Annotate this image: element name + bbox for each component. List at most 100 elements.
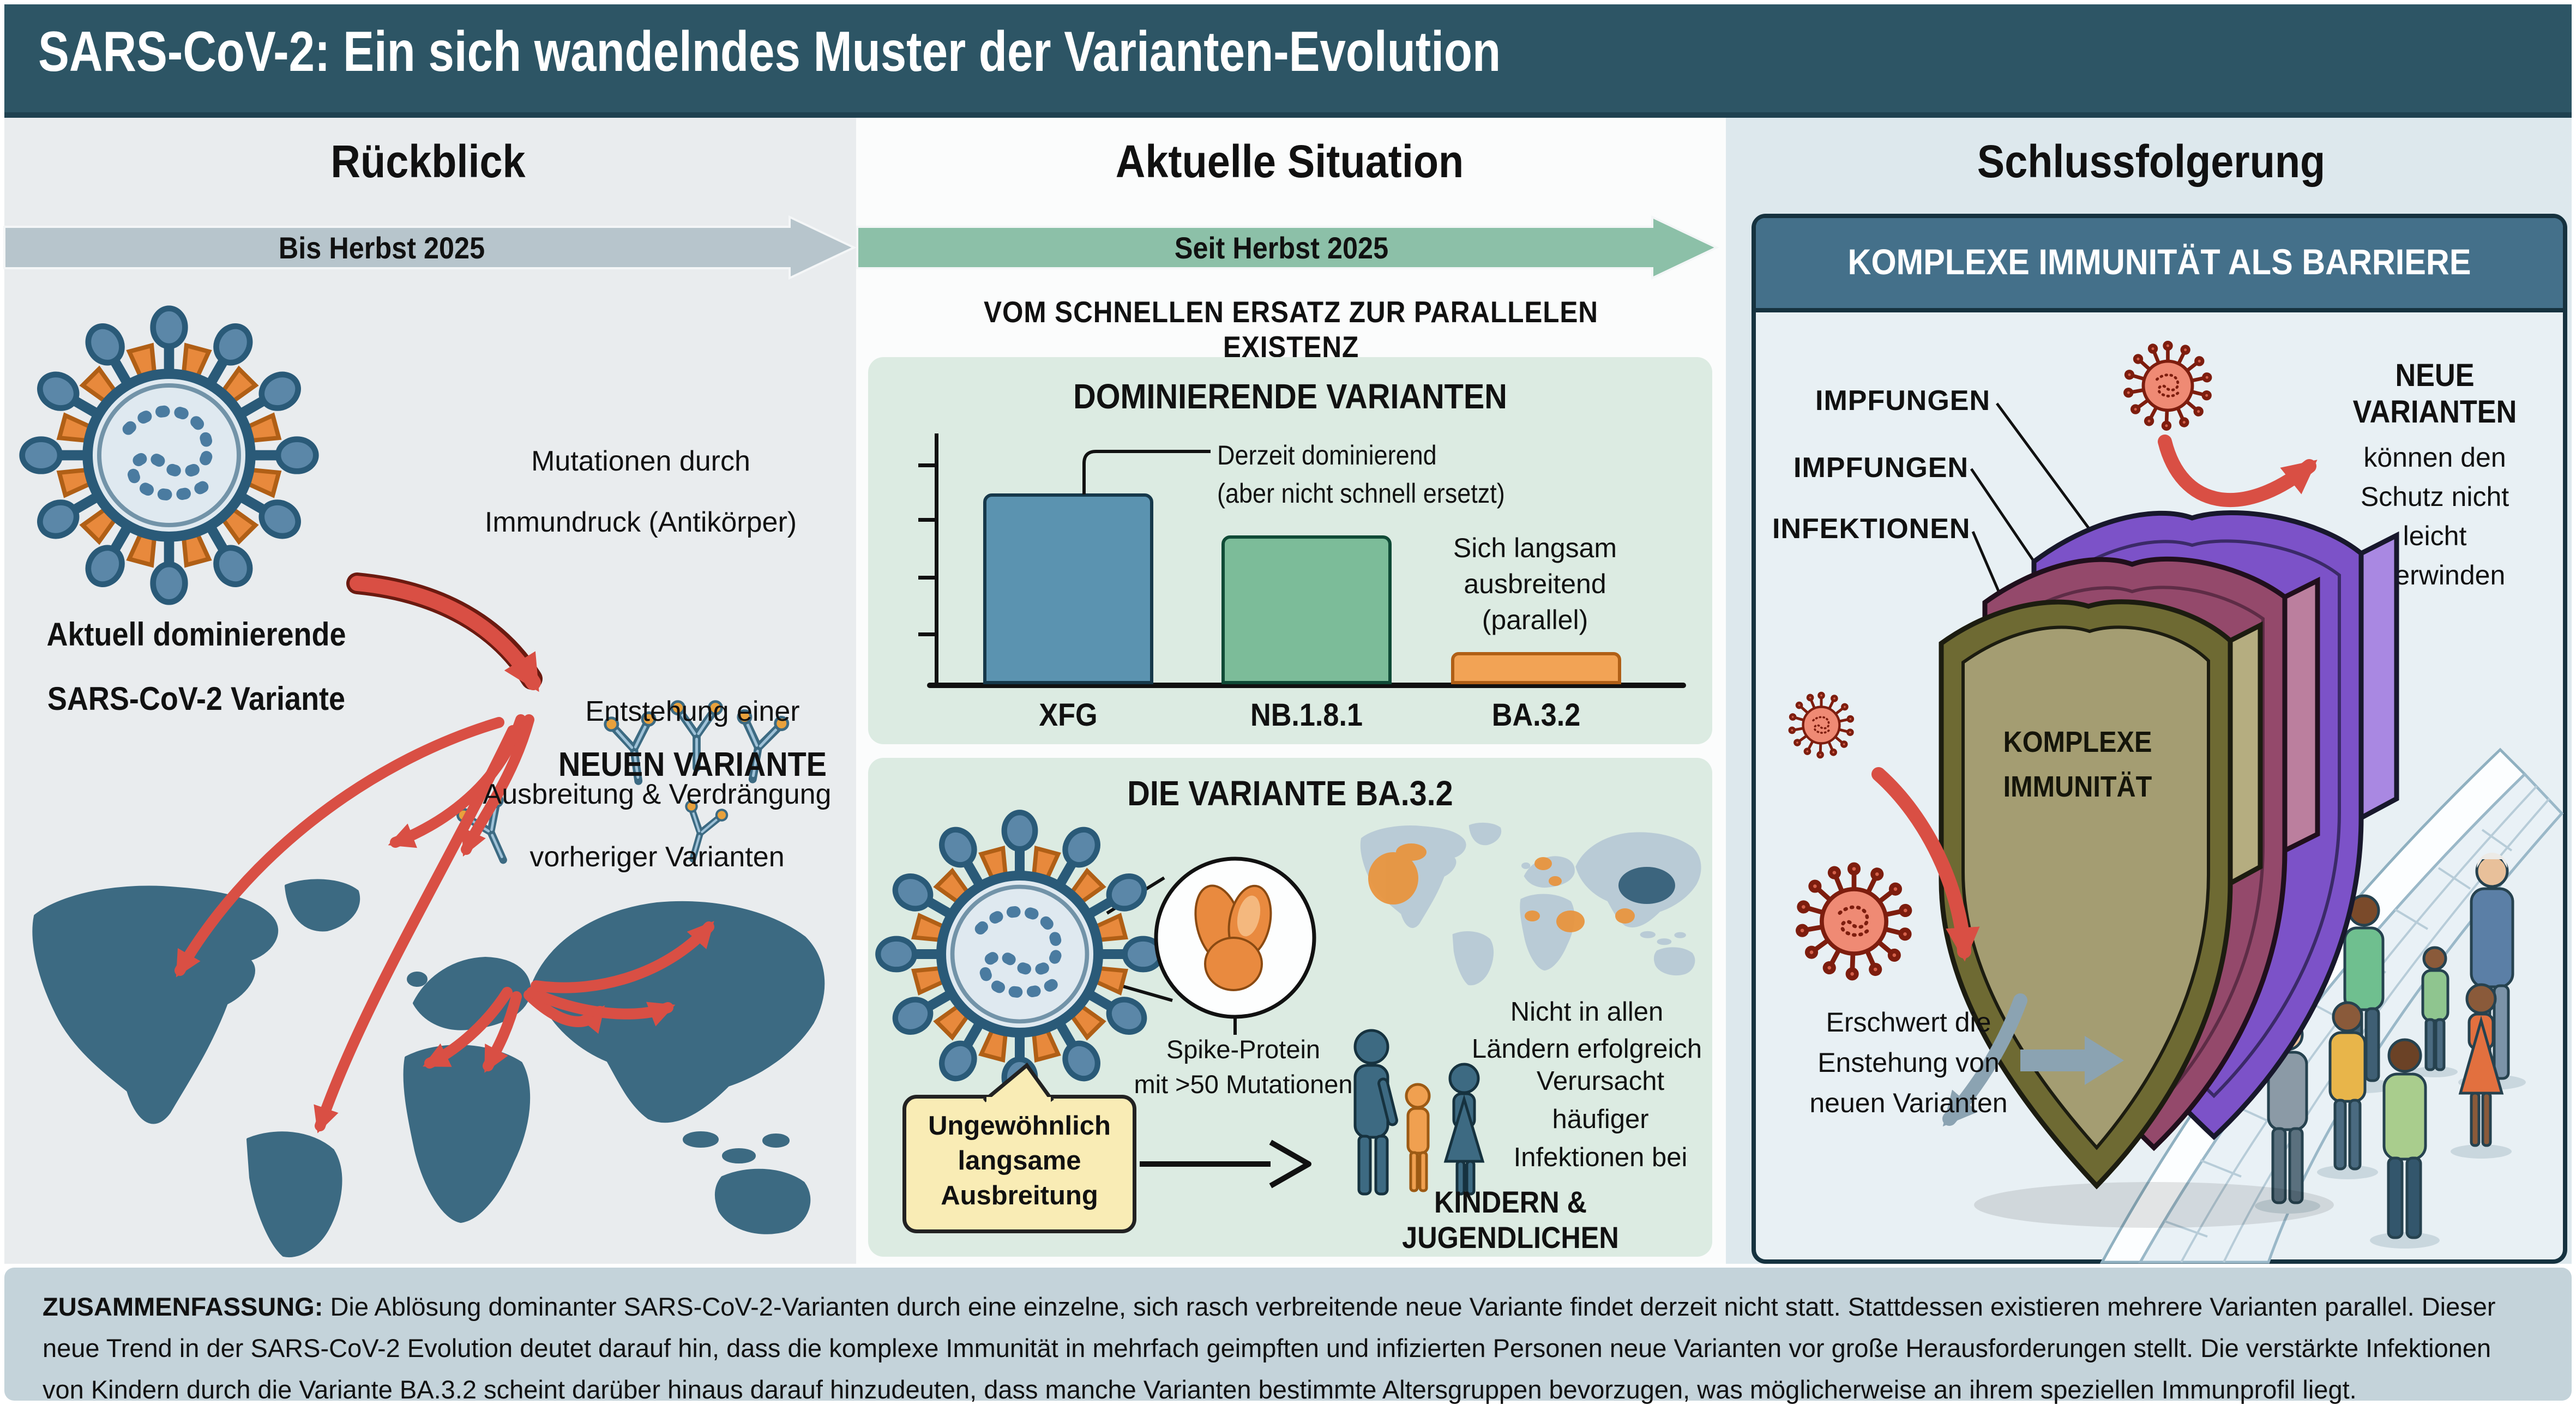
timeline-arrow-gray-icon [3,215,857,280]
new-variants-note: NEUE VARIANTEN können den Schutz nicht l… [2307,357,2563,595]
ba32-virus-spike-icon [867,801,1316,1085]
person-yellow [2328,1001,2367,1171]
barrier-note: Erschwert die Enstehung von neuen Varian… [1789,1002,2029,1123]
barrier-note-line2: Enstehung von [1817,1047,2000,1078]
barrier-note-line3: neuen Varianten [1809,1088,2008,1118]
infection-note-line3: Infektionen bei [1513,1143,1688,1172]
attack-arrow-icon [1871,767,1980,962]
annotation-dominant: Derzeit dominierend (aber nicht schnell … [1217,436,1735,512]
spike-note: Spike-Protein mit >50 Mutationen [1118,1032,1369,1102]
timeline-arrow-green-icon [856,215,1719,280]
variant-virus-top-icon [2120,338,2216,433]
annotation-dominant-line2: (aber nicht schnell ersetzt) [1217,478,1505,509]
infection-note-line1: Verursacht [1536,1066,1665,1096]
deflect-arrow-icon [1942,993,2027,1127]
ba32-map-note-line1: Nicht in allen [1510,997,1664,1027]
chart-x-axis [927,683,1686,688]
chart-tick-2 [918,518,937,522]
summary-text: Die Ablösung dominanter SARS-CoV-2-Varia… [43,1292,2496,1404]
immunity-shields-icon [1939,510,2399,1228]
timeline-label-middle: Seit Herbst 2025 [1174,231,1389,265]
callout-tail-icon [983,1062,1054,1104]
bounce-arrow-icon [2158,435,2318,507]
layer-label-2: IMPFUNGEN [1793,452,1969,484]
annotation-parallel-line3: (parallel) [1482,605,1588,635]
ba32-map-note-line2: Ländern erfolgreich [1471,1034,1702,1064]
dominant-virus-caption-line1: Aktuell dominierende [46,616,346,653]
mutation-note-line1: Mutationen durch [531,445,750,477]
callout-arrow-icon [1140,1139,1311,1189]
bar-xfg [983,493,1153,684]
infection-emphasis: KINDERN & JUGENDLICHEN [1402,1185,1619,1255]
page-title: SARS-CoV-2: Ein sich wandelndes Muster d… [38,20,1501,83]
dominant-virus-icon [16,303,322,608]
layer-label-3: INFEKTIONEN [1772,513,1971,545]
infection-note: Verursacht häufiger Infektionen bei [1491,1062,1710,1177]
emergence-note: Entstehung einer NEUEN VARIANTE [526,695,859,784]
annotation-connector-icon [1082,450,1211,495]
spread-note: Ausbreitung & Verdrängung vorheriger Var… [469,763,845,889]
slow-spread-callout: Ungewöhnlich langsame Ausbreitung [902,1095,1136,1233]
bar-label-ba32: BA.3.2 [1491,697,1581,733]
mutation-note-line2: Immundruck (Antikörper) [484,506,797,538]
middle-subtitle: VOM SCHNELLEN ERSATZ ZUR PARALLELEN EXIS… [984,295,1598,364]
person-tall-blue [2470,853,2514,1080]
world-map-icon [14,714,842,1259]
callout-line3: Ausbreitung [941,1181,1098,1210]
person-orange-dress [2458,983,2504,1147]
dominant-virus-caption-line2: SARS-CoV-2 Variante [47,680,346,717]
infection-note-line2: häufiger [1552,1105,1649,1134]
annotation-dominant-line1: Derzeit dominierend [1217,440,1437,471]
person-child-green [2421,946,2449,1071]
new-variants-line3: leicht [2403,521,2467,551]
barrier-arrow-icon [2020,1036,2124,1085]
ba32-mini-map-icon [1360,822,1701,986]
emergence-note-line1: Entstehung einer [585,696,800,727]
heading-schlussfolgerung: Schlussfolgerung [1977,136,2326,187]
emergence-note-line2: NEUEN VARIANTE [558,746,827,783]
barrier-note-line1: Erschwert die [1826,1007,1991,1038]
timeline-label-left: Bis Herbst 2025 [278,231,485,265]
bar-label-nb181: NB.1.8.1 [1250,697,1363,733]
person-front-green [2382,1038,2427,1239]
bar-nb181 [1221,535,1392,684]
heading-aktuelle-situation: Aktuelle Situation [1115,136,1464,187]
slow-spread-callout-text: Ungewöhnlich langsame Ausbreitung [906,1108,1133,1213]
new-variants-line2: Schutz nicht [2360,481,2509,512]
conclusion-panel-title: KOMPLEXE IMMUNITÄT ALS BARRIERE [1847,242,2471,282]
heading-rueckblick: Rückblick [330,136,526,187]
variant-virus-small-icon [1786,690,1857,761]
summary-label: ZUSAMMENFASSUNG: [43,1292,323,1321]
annotation-parallel-line2: ausbreitend [1464,569,1606,599]
annotation-parallel-line1: Sich langsam [1453,533,1617,563]
spike-note-line2: mit >50 Mutationen [1134,1070,1353,1099]
new-variants-line1: können den [2363,442,2506,473]
bar-label-xfg: XFG [1039,697,1098,733]
ba32-map-note: Nicht in allen Ländern erfolgreich [1429,993,1745,1068]
bar-ba32 [1451,652,1621,684]
panel-dominant-title: DOMINIERENDE VARIANTEN [1073,377,1507,416]
annotation-parallel: Sich langsam ausbreitend (parallel) [1418,530,1652,638]
chart-tick-1 [918,463,937,467]
chart-tick-3 [918,576,937,580]
summary-bar: ZUSAMMENFASSUNG: Die Ablösung dominanter… [4,1268,2572,1404]
header-bar: SARS-CoV-2: Ein sich wandelndes Muster d… [4,4,2572,118]
shield-label: KOMPLEXE IMMUNITÄT [1960,720,2195,809]
conclusion-panel-header: KOMPLEXE IMMUNITÄT ALS BARRIERE [1756,218,2563,312]
mutation-red-arrow-icon [346,572,543,692]
mutation-note: Mutationen durch Immundruck (Antikörper) [458,431,823,553]
callout-line1: Ungewöhnlich [928,1111,1111,1141]
spread-note-line2: vorheriger Varianten [529,841,785,873]
family-icon [1353,1029,1485,1196]
spike-note-line1: Spike-Protein [1166,1035,1321,1064]
callout-line2: langsame [958,1146,1081,1175]
panel-ba32-title: DIE VARIANTE BA.3.2 [1127,774,1453,813]
spread-note-line1: Ausbreitung & Verdrängung [483,779,832,810]
chart-y-axis [935,433,938,686]
shield-label-line1: KOMPLEXE [2003,726,2152,758]
dominant-virus-caption: Aktuell dominierende SARS-CoV-2 Variante [8,602,384,731]
shield-label-line2: IMMUNITÄT [2003,770,2152,803]
layer-label-1: IMPFUNGEN [1815,385,1990,417]
chart-tick-4 [918,632,937,636]
